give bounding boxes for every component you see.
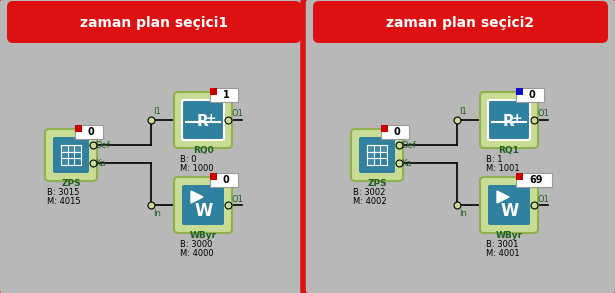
Text: WByr: WByr: [496, 231, 523, 240]
Text: ZPS: ZPS: [61, 179, 81, 188]
FancyBboxPatch shape: [480, 92, 538, 148]
Text: 0: 0: [394, 127, 400, 137]
Text: zaman plan seçici2: zaman plan seçici2: [386, 16, 534, 30]
Text: 1: 1: [223, 90, 229, 100]
FancyBboxPatch shape: [75, 125, 82, 132]
FancyBboxPatch shape: [182, 100, 224, 140]
Text: O1: O1: [537, 110, 549, 118]
FancyBboxPatch shape: [182, 185, 224, 225]
Text: M: 4002: M: 4002: [353, 197, 387, 206]
Text: M: 4001: M: 4001: [486, 249, 520, 258]
Text: O1: O1: [231, 195, 243, 204]
Text: 0: 0: [87, 127, 94, 137]
Text: R: R: [502, 115, 514, 130]
Text: R: R: [196, 115, 208, 130]
Text: RQ1: RQ1: [499, 146, 520, 155]
Text: +: +: [512, 112, 522, 125]
Text: RQ0: RQ0: [192, 146, 213, 155]
Polygon shape: [191, 191, 203, 203]
Text: B: 3002: B: 3002: [353, 188, 386, 197]
Text: Ka: Ka: [401, 159, 411, 168]
Text: B: 3001: B: 3001: [486, 240, 518, 249]
FancyBboxPatch shape: [53, 137, 89, 173]
FancyBboxPatch shape: [210, 173, 217, 180]
Polygon shape: [497, 191, 509, 203]
FancyBboxPatch shape: [0, 0, 311, 293]
Text: B: 1: B: 1: [486, 155, 502, 164]
FancyBboxPatch shape: [480, 177, 538, 233]
FancyBboxPatch shape: [381, 125, 409, 139]
FancyBboxPatch shape: [174, 92, 232, 148]
Text: In: In: [153, 209, 161, 217]
FancyBboxPatch shape: [174, 177, 232, 233]
Text: M: 4000: M: 4000: [180, 249, 213, 258]
Text: Ka: Ka: [95, 159, 106, 168]
Text: ZPS: ZPS: [367, 179, 387, 188]
Text: I1: I1: [459, 108, 467, 117]
Text: 69: 69: [530, 175, 543, 185]
Text: In: In: [459, 209, 467, 217]
Text: WByr: WByr: [189, 231, 216, 240]
Text: O1: O1: [537, 195, 549, 204]
FancyBboxPatch shape: [359, 137, 395, 173]
FancyBboxPatch shape: [303, 0, 615, 293]
FancyBboxPatch shape: [210, 88, 238, 102]
Text: +: +: [205, 112, 216, 125]
Text: W: W: [501, 202, 519, 220]
Text: M: 4015: M: 4015: [47, 197, 81, 206]
FancyBboxPatch shape: [75, 125, 103, 139]
FancyBboxPatch shape: [516, 88, 523, 95]
FancyBboxPatch shape: [351, 129, 403, 181]
Text: B: 3015: B: 3015: [47, 188, 79, 197]
Text: zaman plan seçici1: zaman plan seçici1: [80, 16, 228, 30]
FancyBboxPatch shape: [45, 129, 97, 181]
FancyBboxPatch shape: [381, 125, 388, 132]
Text: Def: Def: [95, 141, 109, 149]
Text: Def: Def: [401, 141, 416, 149]
Text: 0: 0: [529, 90, 536, 100]
Text: I1: I1: [153, 108, 161, 117]
Text: O1: O1: [231, 110, 243, 118]
FancyBboxPatch shape: [488, 100, 530, 140]
FancyBboxPatch shape: [313, 1, 608, 43]
FancyBboxPatch shape: [7, 1, 301, 43]
Text: M: 1000: M: 1000: [180, 164, 213, 173]
FancyBboxPatch shape: [516, 173, 552, 187]
FancyBboxPatch shape: [516, 88, 544, 102]
Text: M: 1001: M: 1001: [486, 164, 520, 173]
Text: B: 3000: B: 3000: [180, 240, 212, 249]
Text: B: 0: B: 0: [180, 155, 197, 164]
FancyBboxPatch shape: [488, 185, 530, 225]
Text: 0: 0: [223, 175, 229, 185]
FancyBboxPatch shape: [210, 88, 217, 95]
Text: W: W: [195, 202, 213, 220]
FancyBboxPatch shape: [210, 173, 238, 187]
FancyBboxPatch shape: [516, 173, 523, 180]
